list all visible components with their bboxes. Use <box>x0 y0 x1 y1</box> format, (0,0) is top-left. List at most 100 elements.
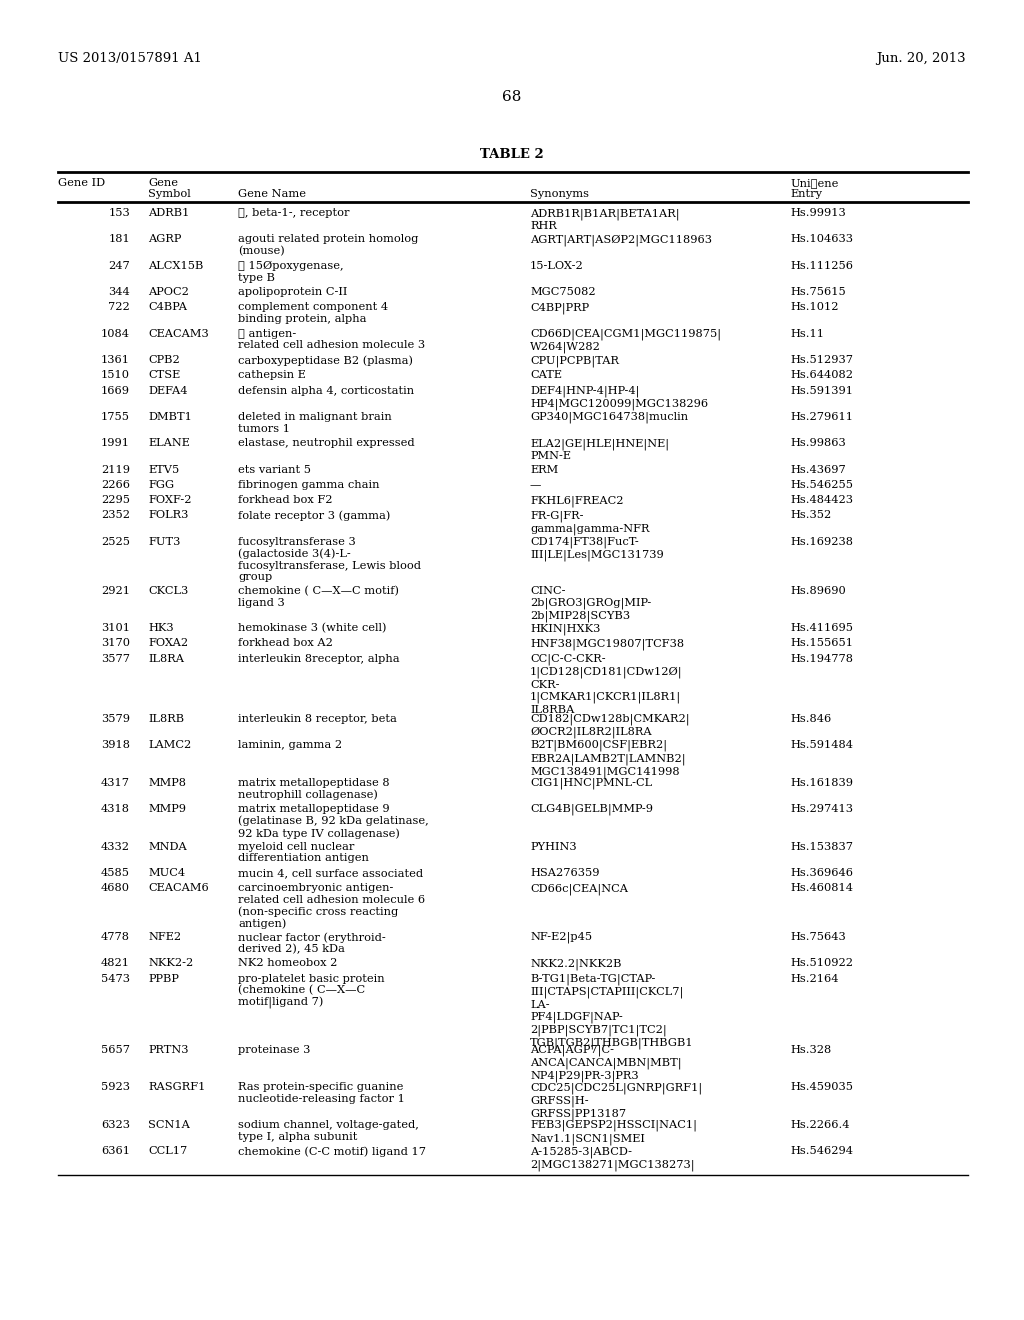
Text: Hs.546255: Hs.546255 <box>790 480 853 490</box>
Text: 15-LOX-2: 15-LOX-2 <box>530 261 584 271</box>
Text: Hs.194778: Hs.194778 <box>790 653 853 664</box>
Text: APOC2: APOC2 <box>148 288 188 297</box>
Text: Hs.99863: Hs.99863 <box>790 438 846 449</box>
Text: interleukin 8receptor, alpha: interleukin 8receptor, alpha <box>238 653 399 664</box>
Text: 2352: 2352 <box>101 511 130 520</box>
Text: CCL17: CCL17 <box>148 1146 187 1156</box>
Text: 4778: 4778 <box>101 932 130 942</box>
Text: Hs.460814: Hs.460814 <box>790 883 853 894</box>
Text: deleted in malignant brain
tumors 1: deleted in malignant brain tumors 1 <box>238 412 392 433</box>
Text: forkhead box A2: forkhead box A2 <box>238 639 333 648</box>
Text: CD66D|CEA|CGM1|MGC119875|
W264|W282: CD66D|CEA|CGM1|MGC119875| W264|W282 <box>530 329 721 354</box>
Text: MMP9: MMP9 <box>148 804 186 814</box>
Text: Hs.546294: Hs.546294 <box>790 1146 853 1156</box>
Text: FUT3: FUT3 <box>148 537 180 546</box>
Text: HK3: HK3 <box>148 623 174 634</box>
Text: Synonyms: Synonyms <box>530 189 589 199</box>
Text: MUC4: MUC4 <box>148 869 185 878</box>
Text: Hs.89690: Hs.89690 <box>790 586 846 595</box>
Text: 4585: 4585 <box>101 869 130 878</box>
Text: 6361: 6361 <box>101 1146 130 1156</box>
Text: Hs.1012: Hs.1012 <box>790 302 839 313</box>
Text: PPBP: PPBP <box>148 974 179 983</box>
Text: ERM: ERM <box>530 465 558 475</box>
Text: CPB2: CPB2 <box>148 355 180 366</box>
Text: AGRP: AGRP <box>148 235 181 244</box>
Text: Hs.846: Hs.846 <box>790 714 831 723</box>
Text: PYHIN3: PYHIN3 <box>530 842 577 851</box>
Text: Hs.75643: Hs.75643 <box>790 932 846 942</box>
Text: Hs.591391: Hs.591391 <box>790 385 853 396</box>
Text: HNF38|MGC19807|TCF38: HNF38|MGC19807|TCF38 <box>530 639 684 649</box>
Text: Hs.99913: Hs.99913 <box>790 209 846 218</box>
Text: Hs.411695: Hs.411695 <box>790 623 853 634</box>
Text: fibrinogen gamma chain: fibrinogen gamma chain <box>238 480 380 490</box>
Text: Hs.459035: Hs.459035 <box>790 1082 853 1093</box>
Text: ALCX15B: ALCX15B <box>148 261 204 271</box>
Text: FOXA2: FOXA2 <box>148 639 188 648</box>
Text: FEB3|GEPSP2|HSSCI|NAC1|
Nav1.1|SCN1|SMEI: FEB3|GEPSP2|HSSCI|NAC1| Nav1.1|SCN1|SMEI <box>530 1119 697 1144</box>
Text: 722: 722 <box>109 302 130 313</box>
Text: Gene: Gene <box>148 178 178 187</box>
Text: B-TG1|Beta-TG|CTAP-
III|CTAPS|CTAPIII|CKCL7|
LA-
PF4|LDGF|NAP-
2|PBP|SCYB7|TC1|T: B-TG1|Beta-TG|CTAP- III|CTAPS|CTAPIII|CK… <box>530 974 693 1049</box>
Text: Hs.169238: Hs.169238 <box>790 537 853 546</box>
Text: TABLE 2: TABLE 2 <box>480 148 544 161</box>
Text: complement component 4
binding protein, alpha: complement component 4 binding protein, … <box>238 302 388 323</box>
Text: ① antigen-
related cell adhesion molecule 3: ① antigen- related cell adhesion molecul… <box>238 329 425 350</box>
Text: CLG4B|GELB|MMP-9: CLG4B|GELB|MMP-9 <box>530 804 653 816</box>
Text: cathepsin E: cathepsin E <box>238 371 306 380</box>
Text: CTSE: CTSE <box>148 371 180 380</box>
Text: 2921: 2921 <box>101 586 130 595</box>
Text: NK2 homeobox 2: NK2 homeobox 2 <box>238 958 337 969</box>
Text: NKK2.2|NKK2B: NKK2.2|NKK2B <box>530 958 622 970</box>
Text: C4BP|PRP: C4BP|PRP <box>530 302 589 314</box>
Text: 6323: 6323 <box>101 1119 130 1130</box>
Text: CINC-
2b|GRO3|GROg|MIP-
2b|MIP28|SCYB3: CINC- 2b|GRO3|GROg|MIP- 2b|MIP28|SCYB3 <box>530 586 651 622</box>
Text: NFE2: NFE2 <box>148 932 181 942</box>
Text: CD66c|CEA|NCA: CD66c|CEA|NCA <box>530 883 628 895</box>
Text: 2295: 2295 <box>101 495 130 506</box>
Text: 181: 181 <box>109 235 130 244</box>
Text: 153: 153 <box>109 209 130 218</box>
Text: 1361: 1361 <box>101 355 130 366</box>
Text: Gene ID: Gene ID <box>58 178 105 187</box>
Text: Hs.43697: Hs.43697 <box>790 465 846 475</box>
Text: ① 15Øpoxygenase,
type B: ① 15Øpoxygenase, type B <box>238 261 344 282</box>
Text: 5923: 5923 <box>101 1082 130 1093</box>
Text: 4317: 4317 <box>101 777 130 788</box>
Text: C4BPA: C4BPA <box>148 302 187 313</box>
Text: FGG: FGG <box>148 480 174 490</box>
Text: ELA2|GE|HLE|HNE|NE|
PMN-E: ELA2|GE|HLE|HNE|NE| PMN-E <box>530 438 669 462</box>
Text: LAMC2: LAMC2 <box>148 741 191 750</box>
Text: Hs.155651: Hs.155651 <box>790 639 853 648</box>
Text: CATE: CATE <box>530 371 562 380</box>
Text: 5657: 5657 <box>101 1045 130 1055</box>
Text: Hs.297413: Hs.297413 <box>790 804 853 814</box>
Text: carcinoembryonic antigen-
related cell adhesion molecule 6
(non-specific cross r: carcinoembryonic antigen- related cell a… <box>238 883 425 929</box>
Text: 68: 68 <box>503 90 521 104</box>
Text: chemokine (C-C motif) ligand 17: chemokine (C-C motif) ligand 17 <box>238 1146 426 1156</box>
Text: 344: 344 <box>109 288 130 297</box>
Text: sodium channel, voltage-gated,
type I, alpha subunit: sodium channel, voltage-gated, type I, a… <box>238 1119 419 1142</box>
Text: 4680: 4680 <box>101 883 130 894</box>
Text: —: — <box>530 480 542 490</box>
Text: hemokinase 3 (white cell): hemokinase 3 (white cell) <box>238 623 386 634</box>
Text: ETV5: ETV5 <box>148 465 179 475</box>
Text: 1991: 1991 <box>101 438 130 449</box>
Text: Hs.104633: Hs.104633 <box>790 235 853 244</box>
Text: interleukin 8 receptor, beta: interleukin 8 receptor, beta <box>238 714 397 723</box>
Text: Symbol: Symbol <box>148 189 190 199</box>
Text: PRTN3: PRTN3 <box>148 1045 188 1055</box>
Text: matrix metallopeptidase 9
(gelatinase B, 92 kDa gelatinase,
92 kDa type IV colla: matrix metallopeptidase 9 (gelatinase B,… <box>238 804 429 838</box>
Text: 1755: 1755 <box>101 412 130 422</box>
Text: elastase, neutrophil expressed: elastase, neutrophil expressed <box>238 438 415 449</box>
Text: 3579: 3579 <box>101 714 130 723</box>
Text: 4332: 4332 <box>101 842 130 851</box>
Text: NF-E2|p45: NF-E2|p45 <box>530 932 592 944</box>
Text: Hs.111256: Hs.111256 <box>790 261 853 271</box>
Text: 2266: 2266 <box>101 480 130 490</box>
Text: HKIN|HXK3: HKIN|HXK3 <box>530 623 600 635</box>
Text: RASGRF1: RASGRF1 <box>148 1082 206 1093</box>
Text: CD174|FT38|FucT-
III|LE|Les|MGC131739: CD174|FT38|FucT- III|LE|Les|MGC131739 <box>530 537 664 561</box>
Text: Hs.11: Hs.11 <box>790 329 824 339</box>
